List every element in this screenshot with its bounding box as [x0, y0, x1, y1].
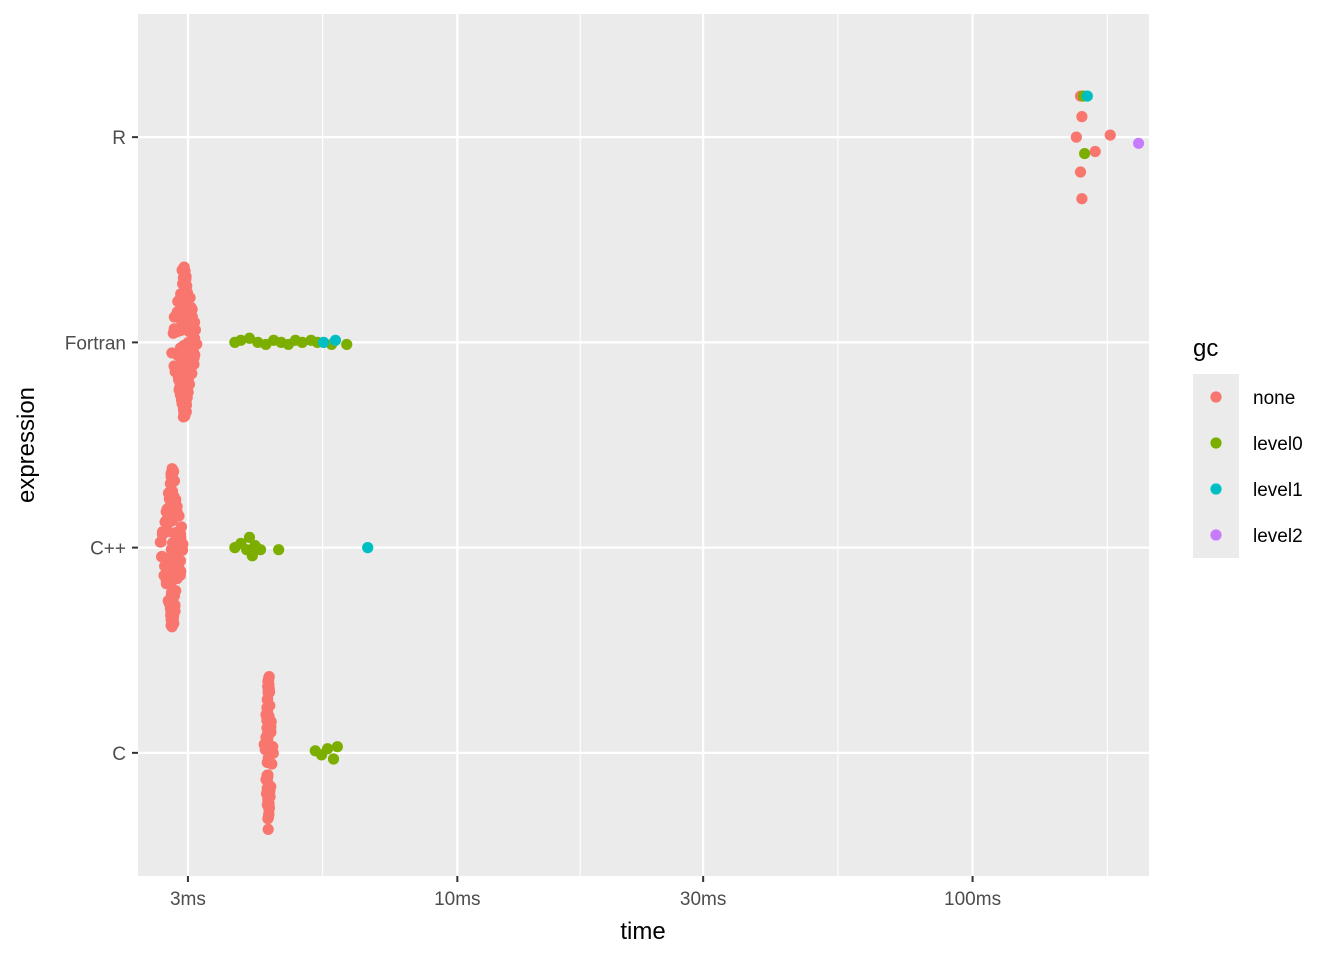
data-point [165, 550, 177, 562]
data-point [168, 326, 180, 338]
y-tick-label: Fortran [65, 333, 126, 354]
data-point [180, 406, 192, 418]
y-axis-title: expression [13, 387, 40, 503]
data-point [261, 722, 273, 734]
x-tick-label: 3ms [170, 889, 206, 910]
data-point [156, 526, 169, 538]
data-point [262, 823, 274, 835]
data-point [263, 710, 275, 722]
data-point [1076, 193, 1088, 205]
data-point [179, 323, 192, 335]
data-point [163, 564, 176, 576]
x-tick-label: 100ms [944, 889, 1001, 910]
data-point [362, 542, 374, 554]
data-point [262, 687, 274, 699]
data-point [174, 528, 187, 540]
legend-label-level0: level0 [1253, 434, 1303, 455]
legend-key-level2 [1210, 529, 1222, 541]
data-point [176, 264, 188, 276]
x-tick-label: 30ms [680, 889, 726, 910]
data-point [327, 753, 340, 765]
data-point [166, 621, 178, 633]
y-tick-label: R [112, 128, 126, 149]
data-point [1079, 147, 1091, 160]
data-points [154, 90, 1145, 835]
legend-label-level2: level2 [1253, 526, 1303, 547]
data-point [186, 310, 198, 323]
grid-minor [322, 14, 1108, 876]
data-point [177, 350, 190, 363]
legend-key-level0 [1210, 437, 1222, 449]
x-axis-title: time [620, 918, 665, 945]
data-point [331, 741, 343, 753]
data-point [235, 334, 247, 346]
data-point [174, 555, 187, 567]
data-point [173, 510, 185, 522]
legend-key-none [1210, 391, 1222, 403]
data-point [1070, 131, 1082, 143]
data-point [156, 551, 168, 563]
legend-items: none level0 level1 level2 [1210, 388, 1303, 547]
y-tick-label: C++ [90, 539, 126, 560]
data-point [296, 336, 308, 348]
data-point [1076, 111, 1088, 123]
data-point [317, 336, 330, 348]
data-point [243, 531, 256, 543]
data-point [162, 487, 175, 499]
data-point [171, 364, 183, 376]
y-axis: C C++ Fortran R [65, 128, 138, 765]
legend-label-none: none [1253, 388, 1295, 409]
data-point [185, 363, 197, 375]
data-point [243, 332, 256, 344]
legend: gc none level0 level1 level2 [1193, 335, 1303, 558]
data-point [1081, 90, 1093, 102]
data-point [273, 544, 285, 556]
data-point [321, 743, 334, 755]
data-point [246, 550, 258, 562]
data-point [254, 544, 267, 556]
data-point [173, 305, 185, 318]
data-point [262, 701, 274, 713]
data-point [262, 730, 274, 743]
data-point [1089, 145, 1101, 158]
legend-title: gc [1193, 335, 1218, 362]
data-point [161, 503, 173, 515]
data-point [261, 756, 273, 769]
data-point [262, 769, 274, 781]
data-point [1132, 137, 1145, 149]
data-point [179, 274, 192, 286]
data-point [1104, 129, 1116, 141]
data-point [170, 494, 182, 506]
data-point [154, 536, 166, 548]
data-point [329, 334, 342, 346]
data-point [260, 787, 273, 800]
data-point [1074, 166, 1087, 178]
data-point [341, 338, 353, 351]
x-tick-label: 10ms [434, 889, 480, 910]
data-point [160, 578, 172, 590]
data-point [262, 813, 274, 825]
data-point [166, 476, 178, 488]
legend-key-background [1193, 374, 1239, 558]
x-axis: 3ms 10ms 30ms 100ms [170, 876, 1001, 910]
plot-panel [138, 14, 1149, 876]
data-point [174, 377, 186, 389]
data-point [167, 610, 180, 622]
data-point [188, 352, 200, 364]
legend-key-level1 [1210, 483, 1222, 495]
data-point [165, 589, 177, 601]
legend-label-level1: level1 [1253, 480, 1303, 501]
y-tick-label: C [112, 744, 126, 765]
data-point [182, 291, 194, 303]
data-point [171, 573, 183, 585]
data-point [267, 741, 279, 753]
data-point [182, 336, 194, 349]
